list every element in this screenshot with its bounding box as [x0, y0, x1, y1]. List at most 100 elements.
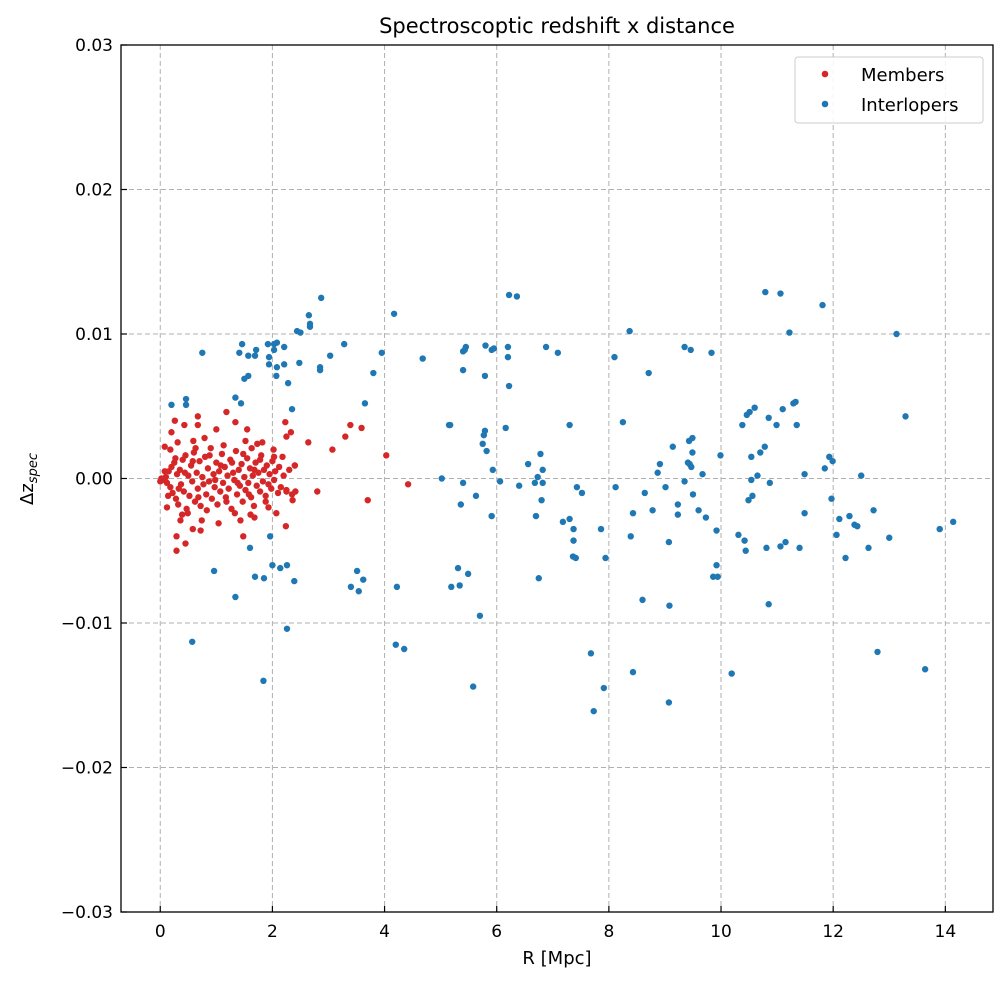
point-interlopers	[260, 575, 268, 582]
point-interlopers	[265, 361, 273, 368]
point-interlopers	[735, 531, 742, 539]
y-axis-label-main: Δz	[17, 483, 38, 505]
point-interlopers	[921, 666, 929, 673]
point-interlopers	[870, 507, 877, 514]
legend: Members Interlopers	[794, 56, 984, 124]
point-interlopers	[695, 507, 702, 514]
point-interlopers	[480, 431, 488, 439]
point-interlopers	[542, 343, 550, 351]
point-interlopers	[572, 554, 579, 562]
point-interlopers	[513, 293, 521, 300]
point-interlopers	[739, 421, 746, 429]
point-members	[283, 488, 290, 495]
point-interlopers	[865, 544, 872, 552]
point-members	[180, 488, 188, 495]
point-interlopers	[210, 567, 218, 575]
point-interlopers	[252, 346, 260, 354]
point-interlopers	[713, 562, 720, 569]
point-interlopers	[639, 596, 646, 604]
point-members	[251, 466, 258, 474]
point-interlopers	[535, 575, 542, 582]
point-members	[237, 517, 244, 524]
point-interlopers	[273, 339, 281, 346]
point-interlopers	[316, 366, 324, 374]
point-interlopers	[483, 447, 490, 455]
point-members	[172, 455, 179, 462]
point-interlopers	[688, 463, 695, 471]
point-interlopers	[283, 562, 291, 569]
legend-marker-members	[821, 70, 829, 78]
point-interlopers	[504, 343, 512, 351]
point-interlopers	[291, 577, 298, 585]
point-members	[262, 498, 269, 505]
point-interlopers	[665, 538, 673, 546]
point-interlopers	[270, 346, 278, 354]
point-members	[161, 443, 168, 450]
point-interlopers	[786, 329, 793, 336]
point-members	[174, 501, 182, 508]
point-interlopers	[305, 312, 313, 319]
point-interlopers	[570, 525, 577, 533]
point-interlopers	[858, 472, 865, 479]
point-interlopers	[260, 677, 267, 684]
point-members	[243, 426, 251, 433]
point-interlopers	[232, 394, 239, 401]
point-interlopers	[554, 349, 562, 356]
legend-marker-interlopers	[821, 100, 829, 108]
point-members	[177, 517, 184, 524]
point-members	[201, 434, 208, 442]
point-interlopers	[801, 509, 808, 517]
point-interlopers	[777, 543, 784, 550]
point-interlopers	[689, 449, 696, 456]
y-tick-label: 0.00	[75, 470, 113, 490]
point-members	[235, 466, 242, 474]
y-axis-label: Δzspec	[17, 453, 41, 505]
point-interlopers	[502, 424, 509, 432]
point-interlopers	[251, 352, 259, 359]
point-interlopers	[590, 707, 597, 715]
point-interlopers	[669, 443, 676, 450]
point-members	[347, 421, 354, 429]
point-interlopers	[573, 483, 581, 491]
legend-box	[794, 56, 984, 124]
point-members	[173, 547, 180, 554]
point-interlopers	[265, 353, 273, 361]
point-members	[245, 479, 252, 487]
point-interlopers	[687, 346, 694, 354]
point-members	[181, 469, 189, 476]
point-members	[287, 429, 295, 436]
point-members	[163, 504, 171, 511]
point-members	[239, 498, 246, 505]
x-tick-label: 12	[822, 922, 844, 942]
point-interlopers	[476, 612, 484, 619]
point-members	[259, 439, 266, 446]
chart-title: Spectroscoptic redshift x distance	[379, 14, 735, 38]
point-interlopers	[751, 404, 758, 411]
point-interlopers	[459, 366, 467, 374]
point-members	[223, 408, 230, 416]
point-interlopers	[702, 514, 710, 521]
point-interlopers	[749, 492, 756, 500]
point-interlopers	[611, 353, 618, 361]
point-interlopers	[505, 382, 513, 390]
point-interlopers	[297, 329, 304, 336]
point-members	[194, 413, 202, 420]
point-members	[329, 446, 336, 453]
point-interlopers	[361, 400, 369, 407]
point-members	[195, 494, 202, 501]
point-members	[200, 481, 207, 488]
point-members	[172, 495, 180, 502]
point-interlopers	[836, 515, 843, 523]
point-interlopers	[828, 495, 835, 502]
point-members	[288, 491, 296, 498]
point-interlopers	[796, 544, 803, 552]
point-members	[167, 483, 174, 491]
point-interlopers	[490, 345, 498, 352]
point-members	[181, 421, 188, 429]
x-tick-label: 2	[267, 922, 278, 942]
point-interlopers	[829, 457, 836, 465]
point-members	[213, 426, 220, 433]
point-interlopers	[629, 668, 637, 676]
point-interlopers	[754, 472, 761, 479]
point-members	[218, 450, 226, 458]
